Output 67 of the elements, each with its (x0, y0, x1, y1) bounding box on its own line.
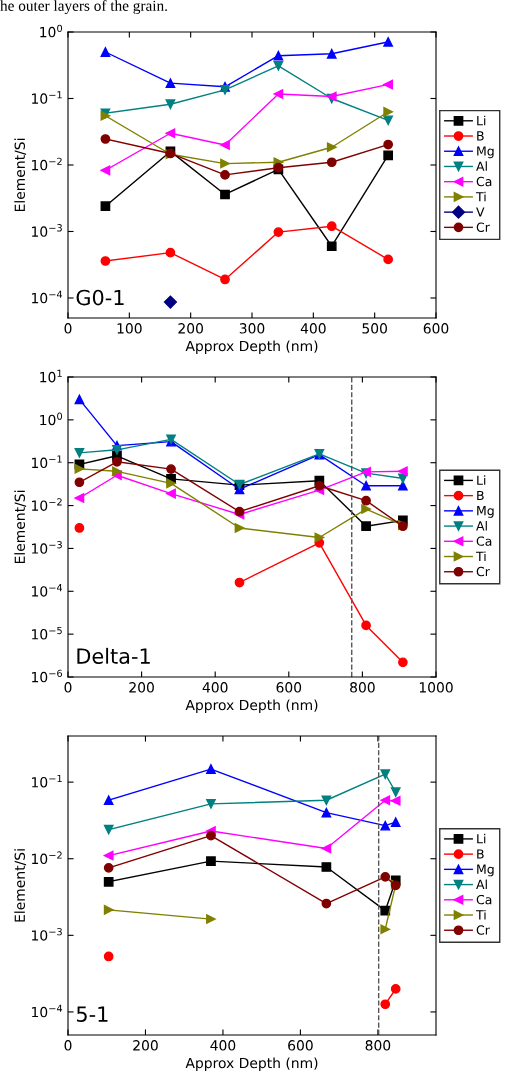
x-axis-title: Approx Depth (nm) (185, 1057, 318, 1071)
y-tick-label: 10$^{−4}$ (32, 1004, 63, 1018)
x-axis-title: Approx Depth (nm) (185, 340, 318, 354)
y-axis-title: Element/Si (14, 138, 27, 212)
legend-label: Ca (476, 894, 492, 905)
y-tick-label: 10$^{0}$ (40, 24, 63, 38)
y-tick-label: 10$^{−1}$ (32, 455, 62, 469)
y-tick-label: 10$^{−2}$ (32, 498, 62, 511)
x-tick-label: 400 (202, 682, 228, 693)
y-tick-label: 10$^{−1}$ (32, 91, 62, 104)
y-tick-label: 10$^{−6}$ (32, 669, 63, 683)
x-tick-label: 200 (129, 682, 154, 693)
x-tick-label: 0 (64, 682, 72, 693)
y-tick-label: 10$^{1}$ (40, 369, 62, 383)
x-tick-label: 200 (133, 1040, 158, 1051)
annotation: Delta-1 (77, 647, 150, 664)
y-tick-label: 10$^{0}$ (40, 412, 63, 426)
legend-label: Ti (475, 191, 486, 202)
y-axis-title: Element/Si (14, 849, 27, 922)
y-tick-label: 10$^{−3}$ (32, 224, 62, 237)
legend-label: Mg (477, 146, 494, 159)
x-tick-label: 600 (423, 323, 449, 334)
y-tick-label: 10$^{−4}$ (32, 584, 63, 597)
legend-label: Li (477, 833, 486, 844)
y-axis-title: Element/Si (14, 490, 27, 564)
legend-label: Cr (476, 566, 490, 577)
x-tick-label: 500 (362, 323, 387, 334)
x-tick-label: 0 (64, 323, 72, 334)
legend-label: B (477, 490, 484, 500)
legend-label: Ca (476, 536, 492, 546)
x-tick-label: 400 (300, 323, 326, 334)
y-tick-label: 10$^{−3}$ (32, 927, 62, 941)
y-tick-label: 10$^{−2}$ (32, 157, 62, 171)
x-tick-label: 400 (210, 1040, 236, 1051)
legend-label: Li (477, 475, 486, 485)
x-tick-label: 600 (288, 1040, 313, 1051)
legend-label: Ti (475, 909, 486, 920)
legend-label: Al (476, 520, 487, 531)
legend-label: Ca (476, 176, 492, 187)
legend-label: Al (476, 161, 487, 171)
y-tick-label: 10$^{−4}$ (32, 290, 63, 304)
legend-label: Mg (477, 506, 494, 518)
legend-label: Li (477, 115, 486, 126)
legend-label: B (477, 849, 484, 859)
legend-label: Cr (476, 222, 490, 232)
annotation: 5-1 (76, 1006, 108, 1022)
y-tick-label: 10$^{−5}$ (32, 626, 62, 640)
x-tick-label: 800 (365, 1040, 391, 1051)
legend-label: Ti (475, 551, 486, 561)
legend-label: Cr (476, 925, 490, 935)
x-axis-title: Approx Depth (nm) (185, 699, 318, 713)
x-tick-label: 300 (239, 323, 265, 334)
legend-label: Mg (477, 864, 494, 877)
legend-label: B (477, 131, 484, 141)
annotation: G0-1 (76, 289, 124, 306)
x-tick-label: 0 (64, 1040, 72, 1051)
x-tick-label: 100 (117, 323, 142, 334)
text: he outer layers of the grain. (0, 0, 167, 15)
y-tick-label: 10$^{−1}$ (32, 774, 62, 788)
x-tick-label: 800 (350, 682, 375, 693)
y-tick-label: 10$^{−3}$ (32, 541, 62, 554)
x-tick-label: 200 (178, 323, 203, 334)
x-tick-label: 1000 (419, 682, 453, 693)
legend-label: V (476, 207, 485, 217)
x-tick-label: 600 (276, 682, 302, 693)
legend-label: Al (476, 879, 487, 889)
y-tick-label: 10$^{−2}$ (32, 851, 62, 865)
